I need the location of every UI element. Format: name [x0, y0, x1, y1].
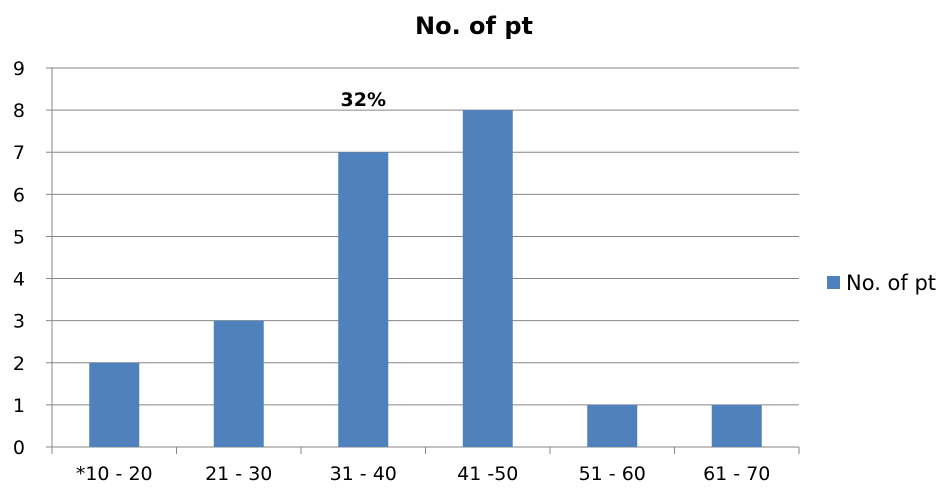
bars: [89, 110, 762, 447]
legend-swatch: [827, 276, 840, 289]
bar-annotation: 32%: [341, 89, 386, 111]
y-tick-label: 4: [13, 269, 25, 291]
x-tick-label: 41 -50: [457, 463, 518, 485]
y-tick-label: 2: [13, 353, 25, 375]
y-tick-label: 8: [13, 100, 25, 122]
y-axis-ticks: 0 1 2 3 4 5 6 7 8 9: [13, 58, 52, 459]
chart-title: No. of pt: [415, 12, 533, 40]
bar: [711, 404, 762, 447]
y-tick-label: 7: [13, 142, 25, 164]
y-tick-label: 6: [13, 184, 25, 206]
bar: [89, 362, 140, 447]
x-tick-label: 51 - 60: [579, 463, 646, 485]
y-tick-label: 1: [13, 395, 25, 417]
bar: [462, 110, 513, 447]
y-tick-label: 9: [13, 58, 25, 80]
bar: [213, 320, 264, 447]
x-tick-label: 61 - 70: [703, 463, 770, 485]
legend-label: No. of pt: [846, 271, 936, 295]
gridlines: [52, 67, 799, 406]
bar: [338, 152, 389, 447]
annotations: 32%: [341, 89, 386, 111]
legend: No. of pt: [827, 271, 936, 295]
y-tick-label: 3: [13, 311, 25, 333]
bar: [587, 404, 638, 447]
x-tick-label: *10 - 20: [76, 463, 153, 485]
y-tick-label: 0: [13, 437, 25, 459]
x-axis-ticks: *10 - 20 21 - 30 31 - 40 41 -50 51 - 60 61 - …: [51, 447, 800, 485]
axes: [51, 68, 799, 448]
y-tick-label: 5: [13, 226, 25, 248]
x-tick-label: 31 - 40: [330, 463, 397, 485]
x-tick-label: 21 - 30: [205, 463, 272, 485]
